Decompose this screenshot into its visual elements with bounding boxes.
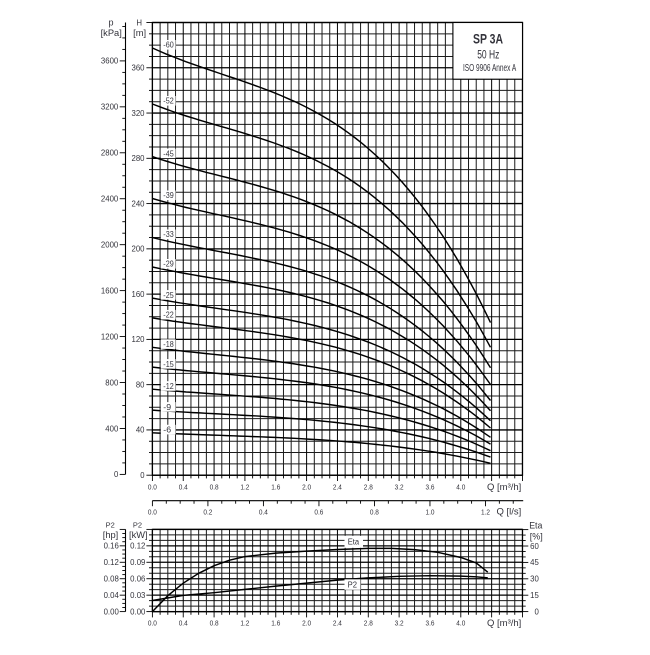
svg-text:[kW]: [kW] (129, 530, 148, 540)
svg-text:0.08: 0.08 (104, 575, 119, 584)
svg-text:0: 0 (534, 607, 539, 616)
svg-text:-45: -45 (163, 149, 174, 158)
svg-text:2.4: 2.4 (333, 618, 342, 627)
svg-text:1.6: 1.6 (271, 618, 280, 627)
svg-text:[m]: [m] (133, 28, 146, 38)
svg-text:4.0: 4.0 (456, 618, 465, 627)
svg-text:40: 40 (136, 426, 145, 435)
svg-text:0.8: 0.8 (210, 483, 219, 492)
svg-text:160: 160 (132, 290, 146, 299)
svg-text:SP 3A: SP 3A (473, 30, 503, 46)
svg-text:30: 30 (530, 575, 539, 584)
svg-text:-52: -52 (163, 97, 173, 106)
svg-text:-12: -12 (163, 382, 173, 391)
svg-text:Q [m³/h]: Q [m³/h] (487, 482, 521, 493)
svg-text:0.09: 0.09 (130, 558, 145, 567)
svg-text:0.4: 0.4 (259, 507, 268, 516)
svg-text:0.04: 0.04 (104, 591, 120, 600)
svg-text:45: 45 (530, 558, 539, 567)
svg-text:3600: 3600 (101, 57, 119, 66)
svg-text:Eta: Eta (348, 538, 360, 547)
svg-text:3.6: 3.6 (426, 618, 435, 627)
svg-text:0: 0 (140, 471, 145, 480)
svg-text:P2: P2 (133, 521, 142, 530)
svg-text:0.8: 0.8 (370, 507, 379, 516)
svg-text:0.12: 0.12 (130, 542, 145, 551)
svg-text:800: 800 (105, 378, 119, 387)
svg-text:2400: 2400 (101, 195, 119, 204)
svg-text:0.0: 0.0 (148, 483, 157, 492)
svg-text:2.8: 2.8 (364, 618, 373, 627)
svg-text:0.16: 0.16 (104, 542, 119, 551)
svg-text:80: 80 (136, 381, 145, 390)
svg-text:60: 60 (530, 542, 539, 551)
svg-text:280: 280 (132, 154, 146, 163)
svg-text:1.2: 1.2 (240, 483, 249, 492)
svg-text:1.0: 1.0 (426, 507, 435, 516)
svg-text:Q [m³/h]: Q [m³/h] (487, 618, 521, 629)
svg-text:3.2: 3.2 (395, 483, 404, 492)
svg-text:15: 15 (530, 591, 539, 600)
svg-text:0.8: 0.8 (210, 618, 219, 627)
svg-text:-39: -39 (163, 191, 173, 200)
svg-text:ISO 9906 Annex A: ISO 9906 Annex A (463, 63, 516, 74)
svg-text:1.2: 1.2 (240, 618, 249, 627)
svg-text:P2: P2 (106, 521, 115, 530)
svg-text:1600: 1600 (101, 286, 119, 295)
svg-text:0.0: 0.0 (148, 507, 157, 516)
svg-text:2.0: 2.0 (302, 618, 311, 627)
svg-text:0.4: 0.4 (179, 618, 188, 627)
svg-text:400: 400 (105, 424, 119, 433)
svg-text:0.00: 0.00 (104, 607, 120, 616)
svg-text:0.6: 0.6 (314, 507, 323, 516)
svg-text:0.06: 0.06 (130, 575, 145, 584)
svg-text:-6: -6 (163, 426, 171, 435)
svg-text:-18: -18 (163, 340, 173, 349)
svg-text:-33: -33 (163, 230, 173, 239)
svg-text:0.12: 0.12 (104, 558, 119, 567)
svg-text:3.6: 3.6 (426, 483, 435, 492)
svg-text:-25: -25 (163, 291, 174, 300)
svg-text:P2: P2 (348, 580, 358, 589)
svg-text:4.0: 4.0 (456, 483, 465, 492)
svg-text:2800: 2800 (101, 149, 119, 158)
svg-text:2.0: 2.0 (302, 483, 311, 492)
svg-text:-60: -60 (163, 41, 174, 50)
svg-text:360: 360 (132, 64, 146, 73)
svg-text:Q [l/s]: Q [l/s] (497, 507, 522, 518)
svg-text:240: 240 (132, 199, 146, 208)
svg-text:320: 320 (132, 109, 146, 118)
svg-text:0.0: 0.0 (148, 618, 157, 627)
svg-text:200: 200 (132, 245, 146, 254)
svg-text:2000: 2000 (101, 241, 119, 250)
svg-text:0.00: 0.00 (130, 607, 146, 616)
svg-text:[%]: [%] (530, 531, 543, 541)
svg-text:-9: -9 (163, 403, 171, 412)
svg-text:-15: -15 (163, 360, 174, 369)
svg-text:1.2: 1.2 (481, 507, 490, 516)
svg-text:2.4: 2.4 (333, 483, 342, 492)
svg-text:[hp]: [hp] (103, 530, 119, 540)
svg-text:0: 0 (114, 470, 119, 479)
svg-text:1.6: 1.6 (271, 483, 280, 492)
svg-text:p: p (108, 18, 113, 28)
svg-text:120: 120 (132, 335, 146, 344)
svg-text:H: H (136, 19, 142, 28)
svg-text:Eta: Eta (529, 520, 542, 530)
svg-text:2.8: 2.8 (364, 483, 373, 492)
svg-text:3200: 3200 (101, 103, 119, 112)
svg-text:1200: 1200 (101, 332, 119, 341)
svg-text:-29: -29 (163, 260, 173, 269)
svg-text:50 Hz: 50 Hz (477, 49, 499, 61)
svg-text:0.4: 0.4 (179, 483, 188, 492)
svg-text:0.2: 0.2 (203, 507, 212, 516)
svg-text:[kPa]: [kPa] (101, 28, 122, 38)
svg-text:0.03: 0.03 (130, 591, 145, 600)
svg-text:-22: -22 (163, 311, 173, 320)
svg-text:3.2: 3.2 (395, 618, 404, 627)
